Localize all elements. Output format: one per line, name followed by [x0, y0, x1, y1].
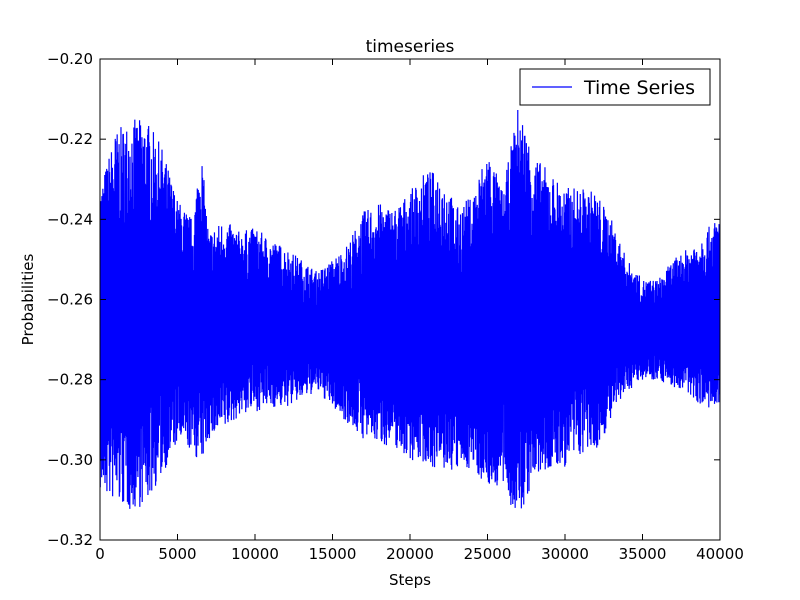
- axes: 0 5000 10000 15000 20000 25000 30000 35000 40000…: [47, 50, 744, 563]
- y-tick-label: −0.32: [47, 531, 93, 549]
- plot-area: [100, 109, 720, 509]
- x-tick-label: 40000: [696, 545, 744, 563]
- y-tick-label: −0.26: [47, 291, 93, 309]
- y-tick-label: −0.20: [47, 50, 93, 68]
- legend-label-time-series: Time Series: [583, 77, 695, 99]
- y-tick-label: −0.22: [47, 130, 93, 148]
- series-line-time-series: [100, 109, 720, 509]
- x-tick-label: 10000: [231, 545, 279, 563]
- y-axis-label: Probabilities: [19, 254, 37, 346]
- x-tick-label: 30000: [541, 545, 589, 563]
- legend: Time Series: [519, 68, 711, 106]
- y-tick-label: −0.28: [47, 371, 93, 389]
- x-tick-label: 0: [95, 545, 105, 563]
- x-tick-label: 35000: [619, 545, 667, 563]
- x-tick-label: 20000: [386, 545, 434, 563]
- y-tick-label: −0.30: [47, 451, 93, 469]
- x-tick-label: 15000: [309, 545, 357, 563]
- y-tick-label: −0.24: [47, 210, 93, 228]
- x-tick-label: 5000: [158, 545, 196, 563]
- chart-title: timeseries: [366, 37, 455, 57]
- x-axis-label: Steps: [389, 571, 431, 589]
- x-tick-label: 25000: [464, 545, 512, 563]
